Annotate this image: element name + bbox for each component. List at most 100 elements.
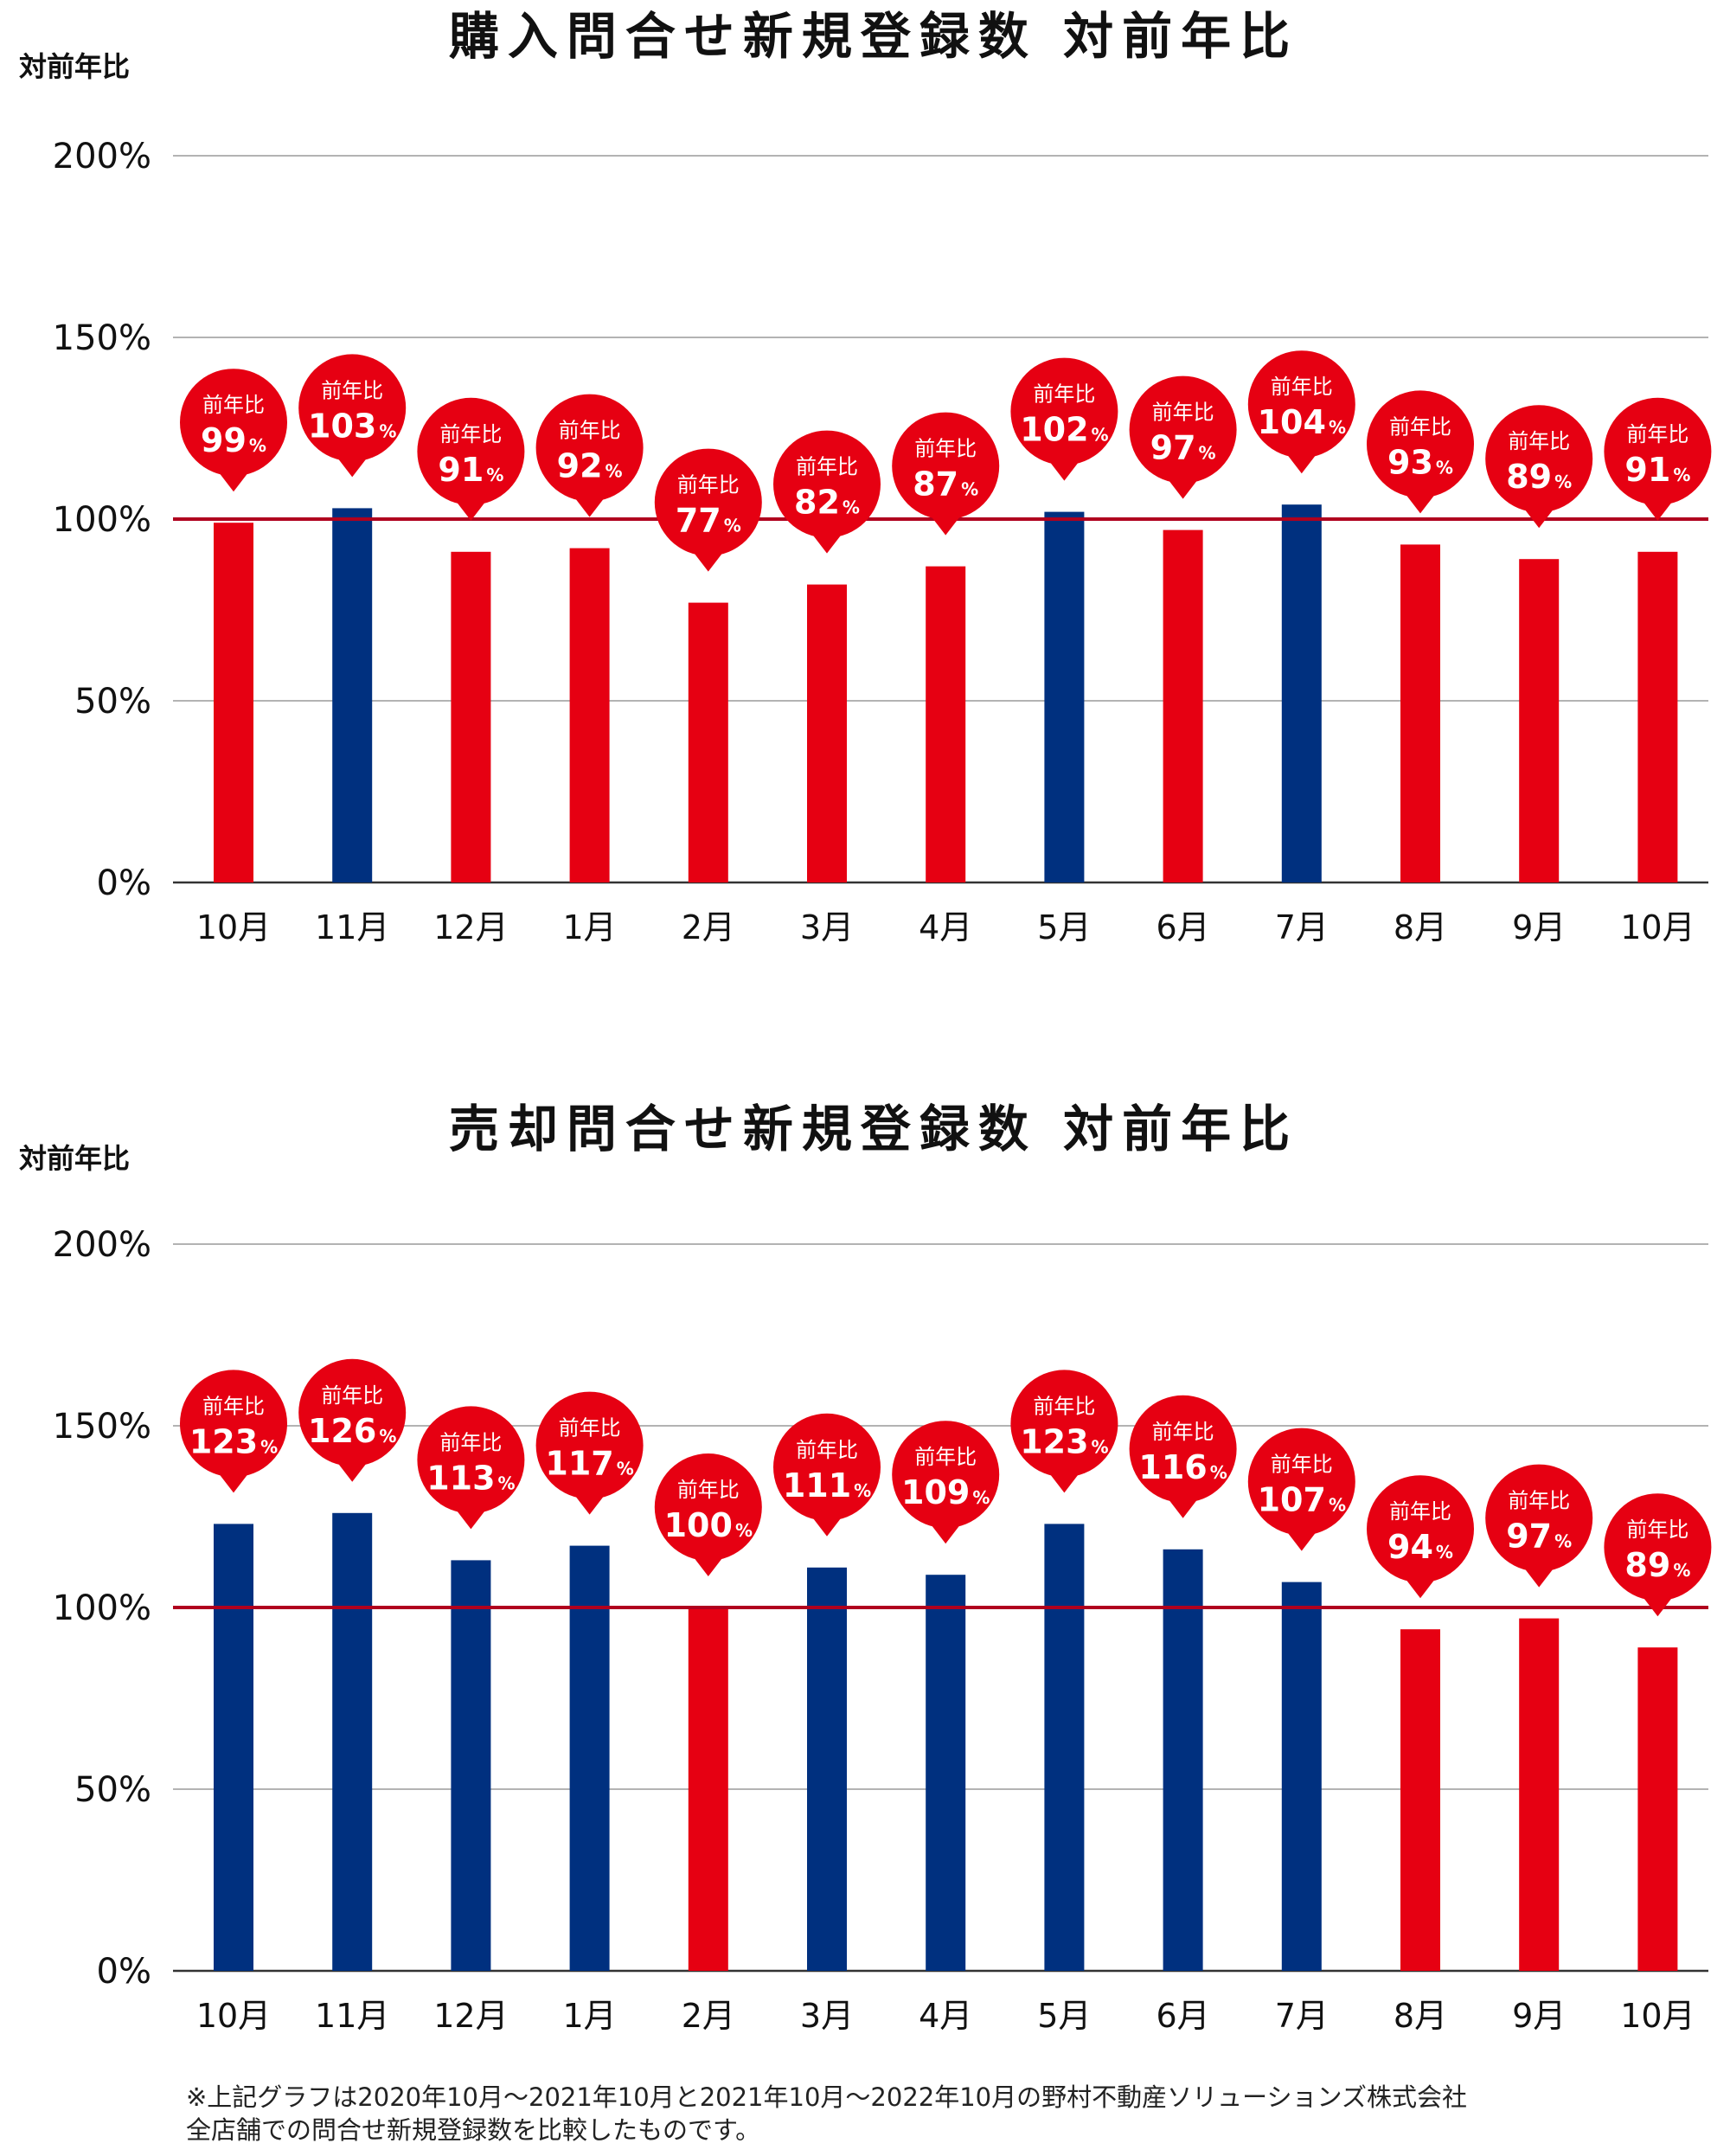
chart1-y-tick-label: 0% bbox=[97, 863, 151, 903]
chart2-bar bbox=[807, 1567, 847, 1971]
chart2-x-tick-label: 8月 bbox=[1394, 1997, 1447, 2035]
chart1-data-label: 97% bbox=[1150, 429, 1216, 467]
chart1-bar bbox=[807, 584, 847, 882]
chart2-bubble-caption: 前年比 bbox=[677, 1478, 740, 1502]
chart2-bar bbox=[451, 1560, 491, 1971]
chart2-x-tick-label: 10月 bbox=[196, 1997, 271, 2035]
chart2-bubble-caption: 前年比 bbox=[1152, 1420, 1214, 1444]
chart2-bubble-caption: 前年比 bbox=[321, 1383, 383, 1408]
chart1-bubble-caption: 前年比 bbox=[202, 393, 265, 417]
chart1-x-tick-label: 10月 bbox=[196, 908, 271, 946]
chart2-bar bbox=[1637, 1647, 1678, 1971]
chart2-data-label: 123% bbox=[189, 1422, 278, 1460]
chart2-x-tick-label: 1月 bbox=[563, 1997, 617, 2035]
chart2-y-tick-label: 150% bbox=[53, 1407, 151, 1447]
chart1-bubble bbox=[1604, 397, 1712, 505]
chart1-bar bbox=[1281, 504, 1322, 882]
chart2-bubble-caption: 前年比 bbox=[559, 1416, 621, 1441]
chart2-data-label: 116% bbox=[1138, 1448, 1227, 1486]
chart2-data-label: 117% bbox=[545, 1445, 633, 1483]
chart1-data-label: 82% bbox=[794, 484, 860, 522]
chart2-bubble bbox=[1604, 1493, 1712, 1601]
chart1-bubble-caption: 前年比 bbox=[559, 419, 621, 443]
chart1-x-tick-label: 2月 bbox=[682, 908, 735, 946]
chart1-bubble bbox=[892, 412, 1000, 520]
chart2-data-label: 94% bbox=[1387, 1528, 1453, 1566]
chart2-data-label: 107% bbox=[1258, 1481, 1346, 1519]
chart1-bubble bbox=[180, 369, 287, 477]
chart2-y-axis-label: 対前年比 bbox=[19, 1142, 130, 1175]
chart1-data-label: 91% bbox=[438, 451, 503, 489]
chart2-bubble-caption: 前年比 bbox=[202, 1394, 265, 1418]
chart1-bubble bbox=[1129, 375, 1237, 484]
chart1-y-tick-label: 150% bbox=[53, 318, 151, 358]
chart2-bubble-caption: 前年比 bbox=[1389, 1499, 1451, 1524]
chart1-data-label: 93% bbox=[1387, 443, 1453, 481]
chart2-bubble bbox=[892, 1421, 1000, 1529]
chart1-bubble bbox=[417, 397, 525, 505]
chart2-bubble bbox=[180, 1370, 287, 1478]
chart1-data-label: 91% bbox=[1624, 451, 1690, 489]
chart1-y-tick-label: 200% bbox=[53, 137, 151, 176]
chart1-bubble-caption: 前年比 bbox=[439, 422, 502, 446]
chart1-x-tick-label: 3月 bbox=[800, 908, 854, 946]
chart1-y-tick-label: 100% bbox=[53, 500, 151, 540]
chart1-bar bbox=[1400, 544, 1440, 882]
chart1-bubble-caption: 前年比 bbox=[914, 437, 977, 461]
chart1-bubble-caption: 前年比 bbox=[1508, 429, 1570, 453]
chart2-x-tick-label: 4月 bbox=[919, 1997, 972, 2035]
chart2-bar bbox=[1044, 1524, 1085, 1971]
chart1-data-label: 87% bbox=[913, 465, 978, 504]
chart2-bar bbox=[926, 1575, 966, 1971]
chart1-data-label: 104% bbox=[1258, 403, 1346, 441]
chart1-data-label: 99% bbox=[201, 421, 266, 459]
chart1-bubble-caption: 前年比 bbox=[1152, 401, 1214, 425]
chart1-bubble-caption: 前年比 bbox=[321, 378, 383, 402]
chart1-bubble bbox=[654, 448, 762, 556]
chart1-bar bbox=[1044, 511, 1085, 882]
chart1-x-tick-label: 12月 bbox=[433, 908, 508, 946]
chart2-bar bbox=[1519, 1618, 1560, 1971]
chart1-data-label: 77% bbox=[676, 502, 741, 540]
chart2-bar bbox=[569, 1545, 610, 1971]
chart2-data-label: 109% bbox=[901, 1473, 990, 1511]
chart1-x-tick-label: 7月 bbox=[1275, 908, 1329, 946]
chart1-bubble bbox=[535, 394, 644, 502]
chart2-bubble-caption: 前年比 bbox=[796, 1438, 858, 1462]
chart2-data-label: 113% bbox=[426, 1459, 515, 1497]
chart2-bar bbox=[1400, 1629, 1440, 1971]
chart2-x-tick-label: 2月 bbox=[682, 1997, 735, 2035]
chart1-data-label: 102% bbox=[1020, 411, 1108, 449]
chart2-data-label: 89% bbox=[1624, 1546, 1690, 1584]
chart1-bubble-caption: 前年比 bbox=[677, 473, 740, 497]
chart1-y-axis-label: 対前年比 bbox=[19, 50, 130, 83]
chart1-bubble-caption: 前年比 bbox=[1626, 422, 1688, 446]
chart1-data-label: 92% bbox=[557, 447, 623, 485]
chart2-bubble bbox=[535, 1391, 644, 1499]
chart1-bar bbox=[926, 566, 966, 882]
chart2-bubble bbox=[1367, 1475, 1474, 1583]
chart2-bubble-caption: 前年比 bbox=[1508, 1489, 1570, 1513]
footnote-line-2: 全店舗での問合せ新規登録数を比較したものです。 bbox=[186, 2115, 761, 2145]
chart1-data-label: 103% bbox=[308, 407, 396, 445]
chart2-bar bbox=[1281, 1582, 1322, 1971]
chart1-bubble bbox=[1485, 405, 1593, 513]
chart2-y-tick-label: 50% bbox=[74, 1770, 151, 1810]
chart2-x-tick-label: 3月 bbox=[800, 1997, 854, 2035]
chart1-bar bbox=[688, 602, 728, 882]
footnote: ※上記グラフは2020年10月～2021年10月と2021年10月～2022年1… bbox=[186, 2081, 1467, 2146]
chart1-x-tick-label: 5月 bbox=[1037, 908, 1091, 946]
chart1-bubble bbox=[1367, 390, 1474, 498]
chart1-bar bbox=[1637, 551, 1678, 882]
chart1-bubble-caption: 前年比 bbox=[1271, 375, 1333, 399]
chart2-bubble bbox=[298, 1358, 407, 1466]
chart2-data-label: 97% bbox=[1506, 1518, 1572, 1556]
chart2-data-label: 126% bbox=[308, 1412, 396, 1450]
chart1-bubble bbox=[1247, 350, 1355, 459]
chart1-bubble bbox=[1010, 357, 1118, 465]
chart1-x-tick-label: 4月 bbox=[919, 908, 972, 946]
chart2-y-tick-label: 200% bbox=[53, 1225, 151, 1265]
chart2-x-tick-label: 9月 bbox=[1512, 1997, 1566, 2035]
